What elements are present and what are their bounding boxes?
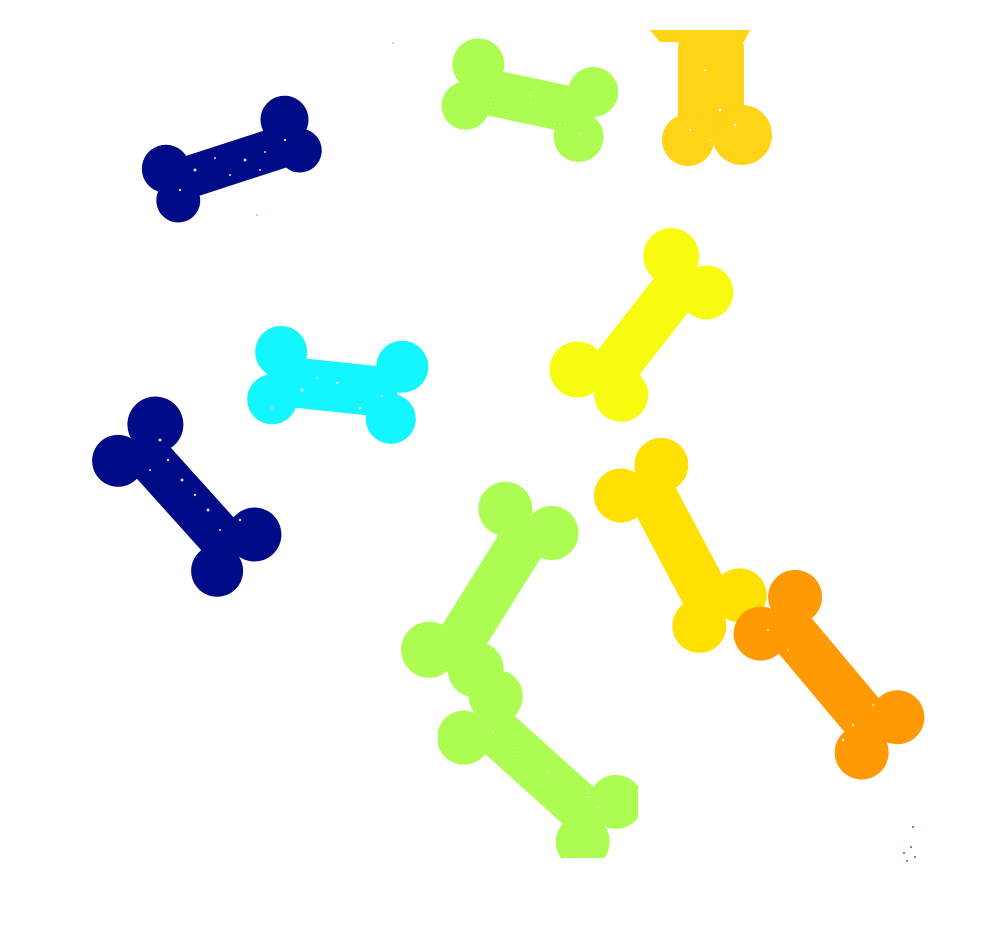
noise-speck xyxy=(906,860,908,862)
noise-speck xyxy=(256,214,258,216)
noise-speck xyxy=(912,826,914,828)
noise-speck xyxy=(392,42,394,44)
bone-cyan-center-left xyxy=(242,318,432,453)
noise-speck xyxy=(903,852,905,854)
bone-navy-middle-left xyxy=(90,396,285,597)
bone-gold-lower-right xyxy=(592,437,767,653)
bone-navy-top-left xyxy=(135,95,330,225)
bone-lime-bottom-center xyxy=(438,672,638,860)
bone-lime-lower-center xyxy=(395,481,585,698)
bone-amber-top-right xyxy=(650,30,780,166)
noise-speck xyxy=(914,856,916,858)
bone-orange-bottom-right xyxy=(733,569,925,780)
bone-lime-top-center xyxy=(440,34,620,169)
noise-speck xyxy=(910,846,912,848)
bone-yellow-center-right xyxy=(545,228,745,422)
